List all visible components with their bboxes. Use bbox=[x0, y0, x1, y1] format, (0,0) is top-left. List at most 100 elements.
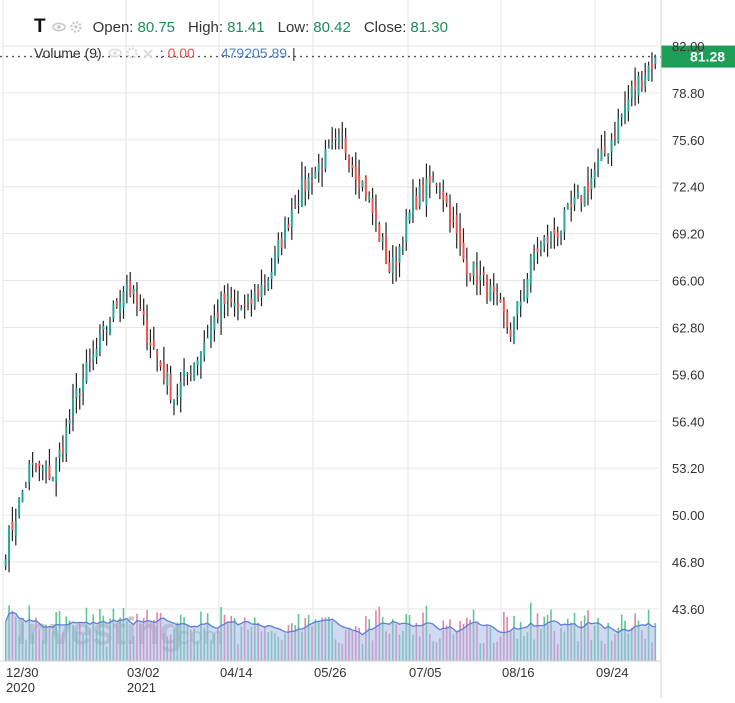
candle-body bbox=[576, 190, 579, 199]
candle-body bbox=[220, 295, 223, 321]
x-tick-label: 05/26 bbox=[314, 665, 347, 680]
candle-body bbox=[321, 169, 324, 171]
candle-body bbox=[546, 235, 549, 244]
y-axis: 46.80 50.00 53.20 56.40 59.60 62.80 66.00 69.20… bbox=[660, 0, 705, 698]
candle-body bbox=[600, 148, 603, 161]
candle-body bbox=[549, 231, 552, 244]
volume-panel bbox=[4, 602, 657, 661]
y-tick-label: 82.00 bbox=[672, 39, 705, 54]
volume-bar bbox=[654, 622, 657, 661]
candle-body bbox=[334, 137, 337, 140]
candle-body bbox=[28, 463, 31, 483]
candle-body bbox=[186, 373, 189, 375]
x-tick-sublabel: 2020 bbox=[6, 680, 35, 695]
candle-body bbox=[378, 224, 381, 242]
volume-ma-line bbox=[5, 611, 656, 636]
candle-body bbox=[630, 86, 633, 99]
candle-body bbox=[469, 273, 472, 277]
candle-body bbox=[14, 520, 17, 536]
y-tick-label: 43.60 bbox=[672, 602, 705, 617]
candle-body bbox=[310, 180, 313, 184]
y-tick-label: 50.00 bbox=[672, 508, 705, 523]
candle-body bbox=[361, 181, 364, 187]
high-value: 81.41 bbox=[227, 18, 265, 36]
candle-body bbox=[371, 197, 374, 213]
candle-body bbox=[236, 303, 239, 307]
candle-body bbox=[307, 176, 310, 191]
candle-body bbox=[109, 323, 112, 335]
candle-body bbox=[146, 319, 149, 343]
candle-body bbox=[213, 316, 216, 330]
last-price-label: 81.28 bbox=[690, 49, 725, 65]
candle-body bbox=[452, 220, 455, 222]
candle-body bbox=[590, 177, 593, 190]
candle-body bbox=[115, 300, 118, 307]
candle-body bbox=[132, 288, 135, 295]
close-icon[interactable] bbox=[142, 47, 154, 59]
candle-body bbox=[539, 243, 542, 251]
volume-value-b: 479205.89 bbox=[220, 45, 288, 61]
candle-body bbox=[512, 316, 515, 341]
candle-body bbox=[593, 170, 596, 180]
candle-body bbox=[314, 171, 317, 179]
candle-body bbox=[129, 281, 132, 296]
y-tick-label: 66.00 bbox=[672, 274, 705, 289]
x-tick-label: 03/02 bbox=[127, 665, 160, 680]
candle-body bbox=[640, 80, 643, 88]
candle-body bbox=[8, 526, 11, 560]
candle-body bbox=[240, 308, 243, 311]
candle-body bbox=[78, 393, 81, 396]
candle-body bbox=[82, 379, 85, 393]
candle-body bbox=[603, 146, 606, 154]
y-tick-label: 59.60 bbox=[672, 367, 705, 382]
candle-body bbox=[586, 180, 589, 193]
candle-body bbox=[533, 252, 536, 261]
candle-body bbox=[21, 491, 24, 503]
volume-ma-area bbox=[5, 612, 656, 661]
cursor-marker: | bbox=[292, 45, 296, 61]
gear-icon[interactable] bbox=[69, 20, 83, 34]
candle-body bbox=[496, 292, 499, 296]
candle-body bbox=[573, 196, 576, 205]
candle-body bbox=[210, 325, 213, 342]
candle-body bbox=[48, 464, 51, 480]
candle-body bbox=[570, 203, 573, 208]
candle-body bbox=[55, 460, 58, 482]
candle-body bbox=[199, 351, 202, 366]
candle-body bbox=[388, 262, 391, 272]
candle-body bbox=[425, 178, 428, 206]
candle-body bbox=[72, 397, 75, 416]
gear-icon[interactable] bbox=[125, 46, 139, 60]
eye-icon[interactable] bbox=[107, 46, 122, 60]
candle-body bbox=[526, 278, 529, 299]
candle-body bbox=[294, 205, 297, 207]
candle-body bbox=[435, 183, 438, 186]
candle-body bbox=[613, 135, 616, 139]
candle-body bbox=[11, 521, 14, 531]
candle-body bbox=[465, 260, 468, 275]
candle-body bbox=[580, 195, 583, 203]
candle-body bbox=[509, 329, 512, 338]
candle-body bbox=[105, 330, 108, 332]
candle-body bbox=[536, 247, 539, 253]
y-tick-label: 78.80 bbox=[672, 86, 705, 101]
candle-body bbox=[327, 146, 330, 149]
candle-body bbox=[634, 80, 637, 91]
candle-body bbox=[159, 361, 162, 367]
candle-body bbox=[553, 229, 556, 236]
candle-body bbox=[358, 175, 361, 189]
y-tick-label: 75.60 bbox=[672, 133, 705, 148]
candle-body bbox=[270, 271, 273, 279]
candle-body bbox=[617, 119, 620, 142]
candle-body bbox=[4, 559, 7, 567]
volume-value-a: 0.00 bbox=[167, 45, 195, 61]
candle-body bbox=[374, 209, 377, 220]
eye-icon[interactable] bbox=[51, 20, 66, 34]
candle-body bbox=[300, 177, 303, 207]
candle-body bbox=[492, 286, 495, 292]
candle-body bbox=[385, 235, 388, 264]
candle-body bbox=[455, 214, 458, 234]
